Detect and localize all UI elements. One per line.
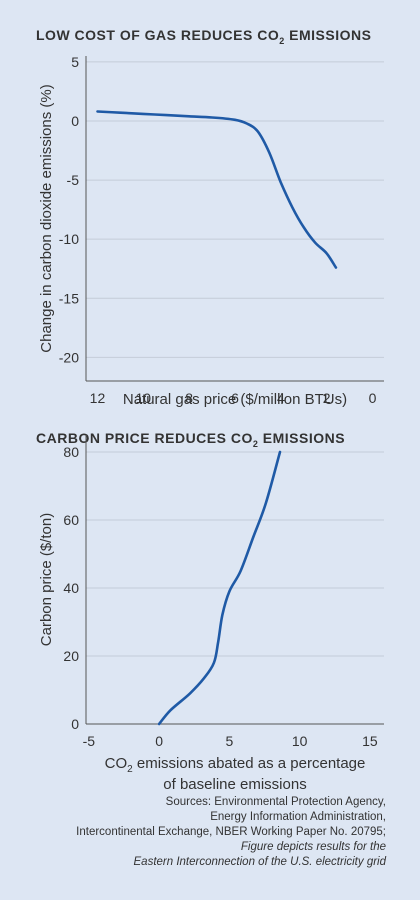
- x-tick-label: 2: [323, 390, 331, 406]
- x-tick-label: 0: [369, 390, 377, 406]
- x-tick-label: 6: [231, 390, 239, 406]
- chart1-title: LOW COST OF GAS REDUCES CO2 EMISSIONS: [36, 27, 372, 46]
- y-tick-label: 80: [63, 444, 79, 460]
- y-axis-label: Change in carbon dioxide emissions (%): [38, 84, 55, 352]
- y-tick-label: 0: [71, 113, 79, 129]
- x-axis-label-subscript: 2: [127, 764, 133, 775]
- x-tick-label: 8: [185, 390, 193, 406]
- figure-note-line: Figure depicts results for the: [240, 841, 386, 853]
- x-tick-label: 10: [292, 733, 308, 749]
- x-axis-label-line2: of baseline emissions: [163, 776, 306, 793]
- x-axis-label: Natural gas price ($/million BTUs): [123, 391, 347, 408]
- sources-note: Sources: Environmental Protection Agency…: [6, 795, 386, 870]
- sources-line: Energy Information Administration,: [210, 811, 386, 823]
- x-tick-label: -5: [83, 733, 96, 749]
- sources-line: Intercontinental Exchange, NBER Working …: [76, 826, 386, 838]
- x-tick-label: 4: [277, 390, 285, 406]
- series-line: [96, 110, 338, 269]
- x-tick-label: 10: [136, 390, 152, 406]
- x-tick-label: 15: [362, 733, 378, 749]
- chart2-title: CARBON PRICE REDUCES CO2 EMISSIONS: [36, 430, 346, 449]
- x-tick-label: 0: [155, 733, 163, 749]
- y-tick-label: 0: [71, 716, 79, 732]
- x-tick-label: 5: [225, 733, 233, 749]
- x-axis-label-part: CO: [105, 755, 128, 772]
- y-tick-label: 60: [63, 512, 79, 528]
- y-tick-label: 5: [71, 54, 79, 70]
- y-tick-label: -20: [59, 349, 79, 365]
- x-tick-label: 12: [90, 390, 106, 406]
- y-tick-label: 40: [63, 580, 79, 596]
- y-tick-label: 20: [63, 648, 79, 664]
- y-tick-label: -15: [59, 290, 79, 306]
- series-line: [157, 450, 282, 726]
- x-axis-label: CO2 emissions abated as a percentage: [105, 755, 366, 775]
- y-axis-label: Carbon price ($/ton): [38, 513, 55, 646]
- x-axis-label-part: emissions abated as a percentage: [133, 755, 366, 772]
- y-tick-label: -10: [59, 231, 79, 247]
- sources-line: Sources: Environmental Protection Agency…: [165, 796, 386, 808]
- figure-note-line: Eastern Interconnection of the U.S. elec…: [133, 856, 386, 868]
- y-tick-label: -5: [67, 172, 80, 188]
